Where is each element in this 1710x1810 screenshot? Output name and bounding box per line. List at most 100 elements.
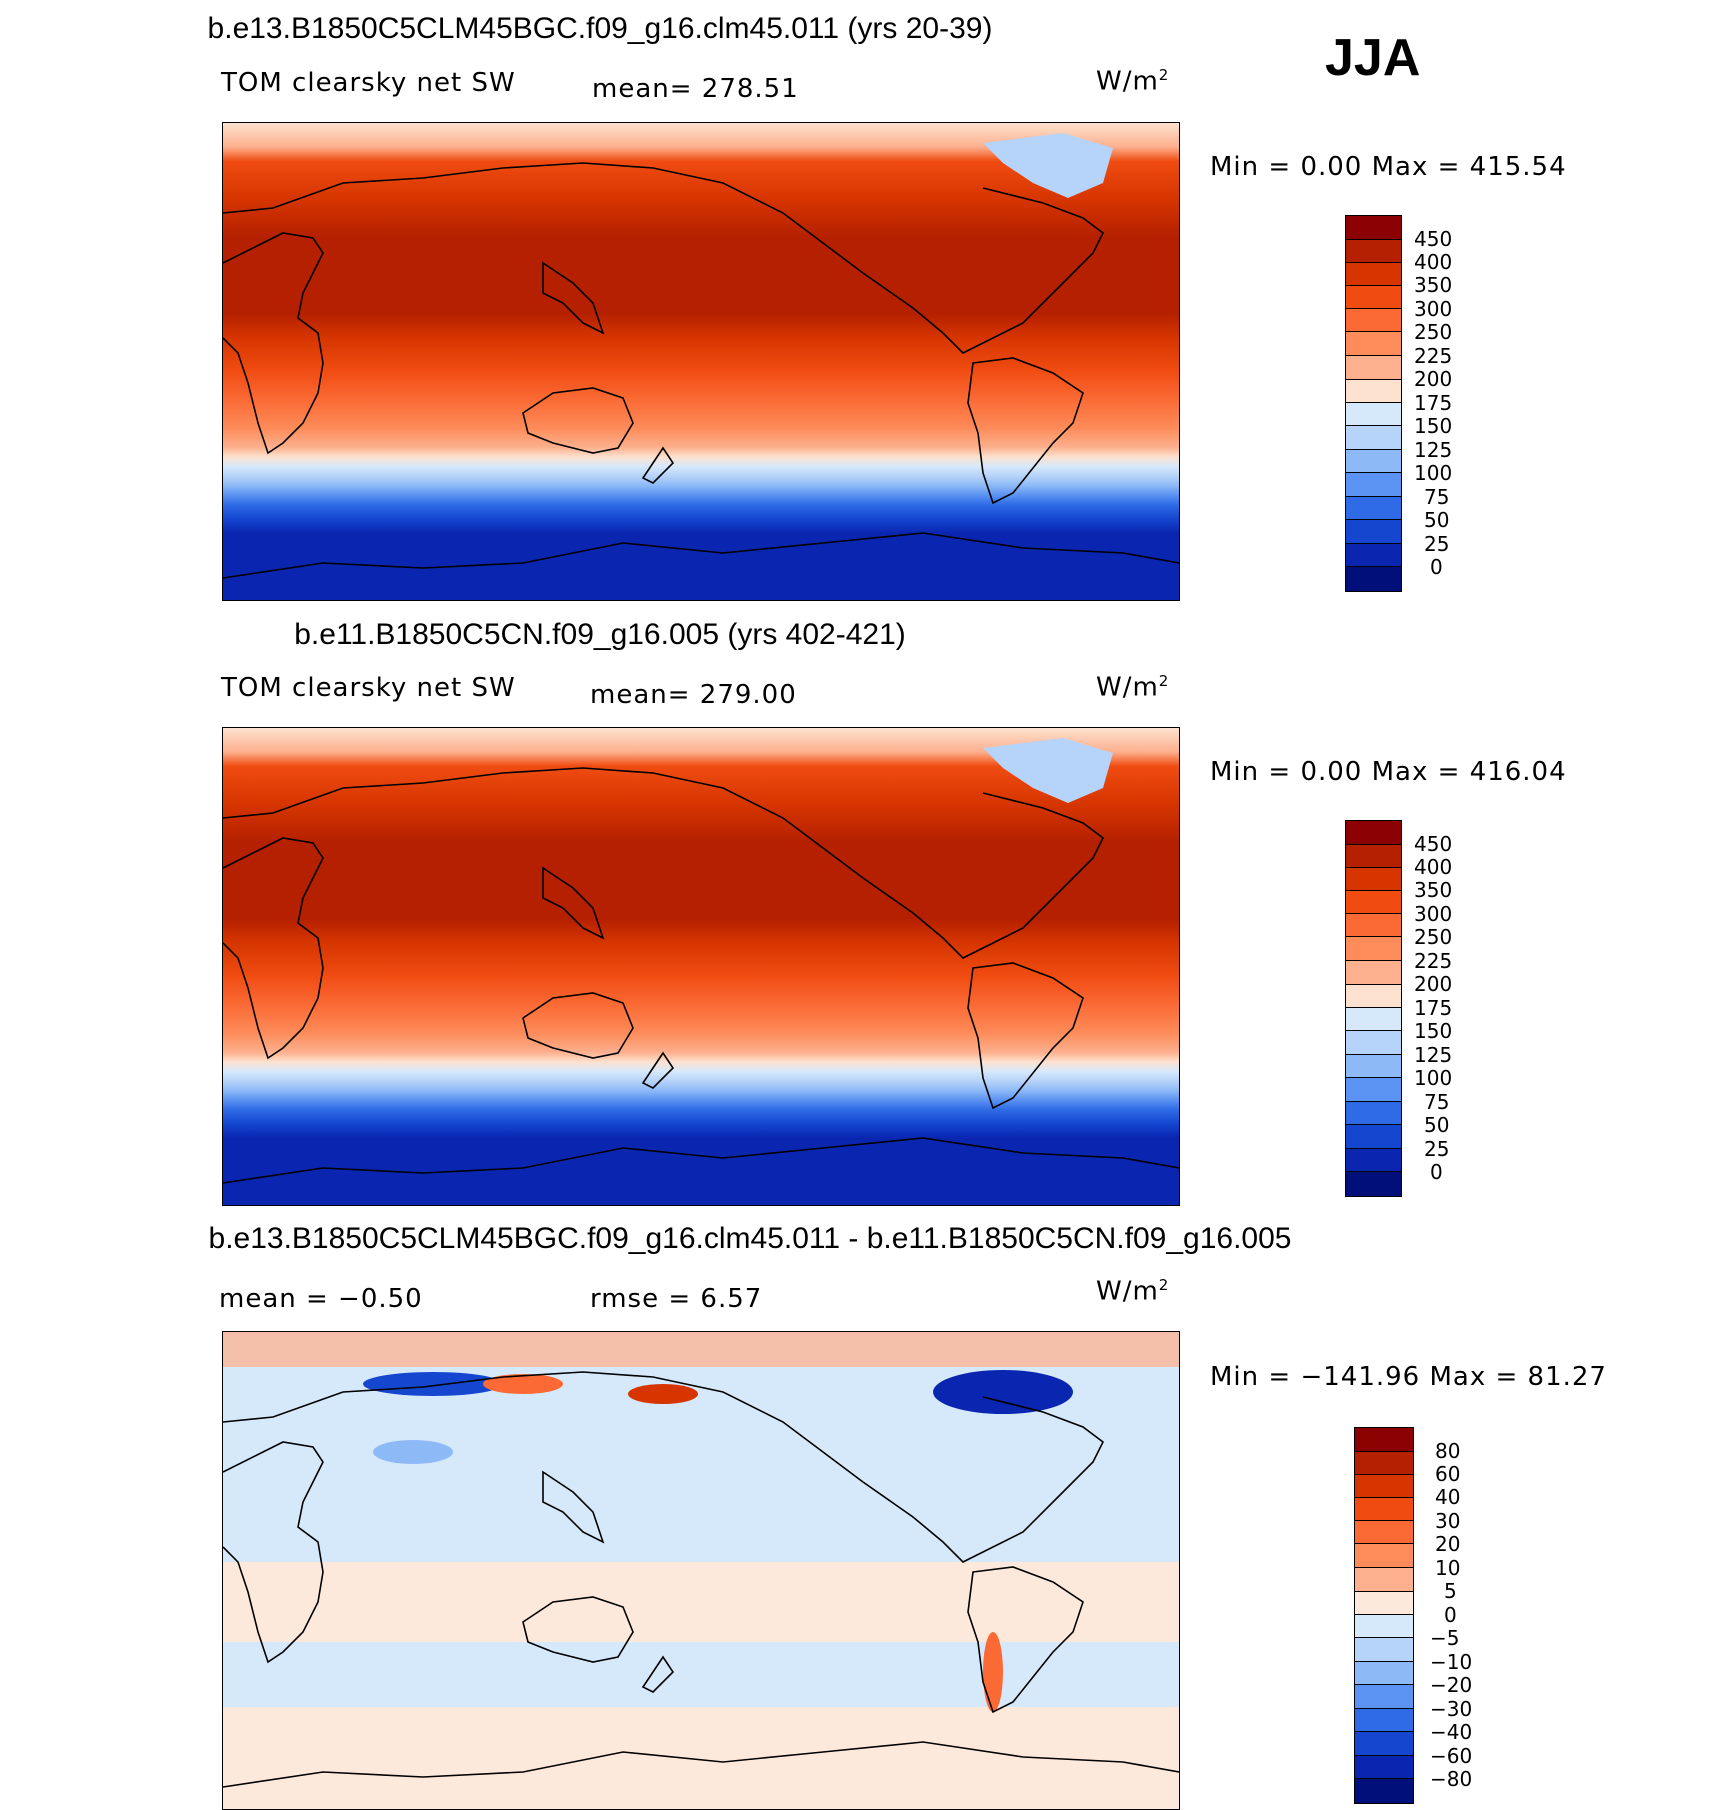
- colorbar-label: −40: [1430, 1720, 1473, 1744]
- colorbar-segment: [1346, 520, 1401, 544]
- colorbar-segment: [1346, 868, 1401, 891]
- colorbar-segment: [1355, 1685, 1413, 1709]
- min-max-label: Min = 0.00 Max = 416.04: [1210, 757, 1567, 787]
- colorbar-segment: [1346, 497, 1401, 520]
- colorbar-segment: [1346, 845, 1401, 868]
- colorbar-label: 150: [1414, 1019, 1453, 1043]
- units-label: W/m2: [1096, 66, 1170, 97]
- variable-label: TOM clearsky net SW: [221, 673, 516, 703]
- colorbar-label: 0: [1430, 555, 1443, 579]
- panel-title: b.e11.B1850C5CN.f09_g16.005 (yrs 402-421…: [294, 618, 906, 651]
- colorbar-label: 125: [1414, 1043, 1453, 1067]
- colorbar-label: 175: [1414, 391, 1453, 415]
- colorbar-segment: [1355, 1779, 1413, 1803]
- colorbar-segment: [1346, 821, 1401, 845]
- mean-label: mean= 278.51: [592, 74, 799, 104]
- map-panel-3: [222, 1331, 1180, 1810]
- colorbar-segment: [1346, 403, 1401, 426]
- colorbar-label: −10: [1430, 1650, 1473, 1674]
- colorbar-label: 400: [1414, 855, 1453, 879]
- colorbar-segment: [1346, 891, 1401, 914]
- map-panel-2: [222, 727, 1180, 1206]
- colorbar-label: 300: [1414, 902, 1453, 926]
- colorbar-segment: [1346, 1102, 1401, 1125]
- colorbar-label: 0: [1430, 1160, 1443, 1184]
- colorbar-label: 450: [1414, 832, 1453, 856]
- colorbar-label: 225: [1414, 344, 1453, 368]
- colorbar-segment: [1346, 1078, 1401, 1102]
- colorbar-label: −60: [1430, 1744, 1473, 1768]
- colorbar-label: 175: [1414, 996, 1453, 1020]
- map-canvas: [223, 1332, 1179, 1809]
- colorbar-segment: [1346, 985, 1401, 1008]
- colorbar-segment: [1355, 1452, 1413, 1475]
- colorbar-segment: [1355, 1475, 1413, 1498]
- colorbar-segment: [1355, 1709, 1413, 1732]
- colorbar-segment: [1355, 1615, 1413, 1638]
- colorbar-segment: [1355, 1568, 1413, 1592]
- colorbar-label: 50: [1424, 1113, 1450, 1137]
- colorbar-label: 125: [1414, 438, 1453, 462]
- colorbar-segment: [1346, 1149, 1401, 1172]
- colorbar-label: 350: [1414, 878, 1453, 902]
- colorbar-segment: [1346, 1008, 1401, 1031]
- colorbar-segment: [1355, 1428, 1413, 1452]
- colorbar-label: 10: [1435, 1556, 1461, 1580]
- colorbar-segment: [1346, 380, 1401, 403]
- colorbar-label: 50: [1424, 508, 1450, 532]
- min-max-label: Min = 0.00 Max = 415.54: [1210, 152, 1567, 182]
- colorbar-segment: [1346, 1172, 1401, 1196]
- mean-label: mean = −0.50: [219, 1284, 423, 1314]
- colorbar-label: 225: [1414, 949, 1453, 973]
- colorbar-label: 400: [1414, 250, 1453, 274]
- colorbar-label: 100: [1414, 1066, 1453, 1090]
- colorbar-segment: [1346, 961, 1401, 985]
- colorbar-segment: [1346, 263, 1401, 286]
- colorbar-label: −80: [1430, 1767, 1473, 1791]
- map-canvas: [223, 123, 1179, 600]
- colorbar-segment: [1355, 1756, 1413, 1779]
- colorbar-segment: [1346, 450, 1401, 473]
- colorbar-label: −5: [1430, 1626, 1460, 1650]
- colorbar-segment: [1346, 567, 1401, 591]
- colorbar-segment: [1346, 426, 1401, 450]
- colorbar-label: 5: [1444, 1579, 1457, 1603]
- colorbar-label: 25: [1424, 532, 1450, 556]
- colorbar-label: 75: [1424, 485, 1450, 509]
- panel-title: b.e13.B1850C5CLM45BGC.f09_g16.clm45.011 …: [207, 12, 993, 45]
- rmse-label: rmse = 6.57: [590, 1284, 763, 1314]
- colorbar-segment: [1355, 1592, 1413, 1615]
- colorbar-label: 300: [1414, 297, 1453, 321]
- min-max-label: Min = −141.96 Max = 81.27: [1210, 1362, 1607, 1392]
- colorbar-segment: [1346, 914, 1401, 937]
- colorbar-label: 30: [1435, 1509, 1461, 1533]
- colorbar-segment: [1346, 216, 1401, 240]
- colorbar: [1345, 820, 1402, 1197]
- colorbar-segment: [1346, 286, 1401, 309]
- colorbar-label: 40: [1435, 1485, 1461, 1509]
- colorbar-segment: [1355, 1662, 1413, 1685]
- colorbar-label: 0: [1444, 1603, 1457, 1627]
- colorbar-segment: [1346, 937, 1401, 961]
- units-label: W/m2: [1096, 672, 1170, 703]
- colorbar-label: 80: [1435, 1439, 1461, 1463]
- colorbar-segment: [1346, 240, 1401, 263]
- colorbar-label: 450: [1414, 227, 1453, 251]
- colorbar-label: 75: [1424, 1090, 1450, 1114]
- colorbar-segment: [1346, 356, 1401, 380]
- map-panel-1: [222, 122, 1180, 601]
- colorbar-label: 200: [1414, 367, 1453, 391]
- variable-label: TOM clearsky net SW: [221, 68, 516, 98]
- colorbar-segment: [1346, 1125, 1401, 1149]
- colorbar: [1345, 215, 1402, 592]
- colorbar-segment: [1355, 1638, 1413, 1662]
- colorbar-label: 250: [1414, 320, 1453, 344]
- mean-label: mean= 279.00: [590, 680, 797, 710]
- units-label: W/m2: [1096, 1276, 1170, 1307]
- panel-title: b.e13.B1850C5CLM45BGC.f09_g16.clm45.011 …: [208, 1222, 1292, 1255]
- colorbar-label: 200: [1414, 972, 1453, 996]
- colorbar-label: 20: [1435, 1532, 1461, 1556]
- colorbar-segment: [1346, 309, 1401, 332]
- colorbar-segment: [1355, 1732, 1413, 1756]
- colorbar-segment: [1355, 1521, 1413, 1544]
